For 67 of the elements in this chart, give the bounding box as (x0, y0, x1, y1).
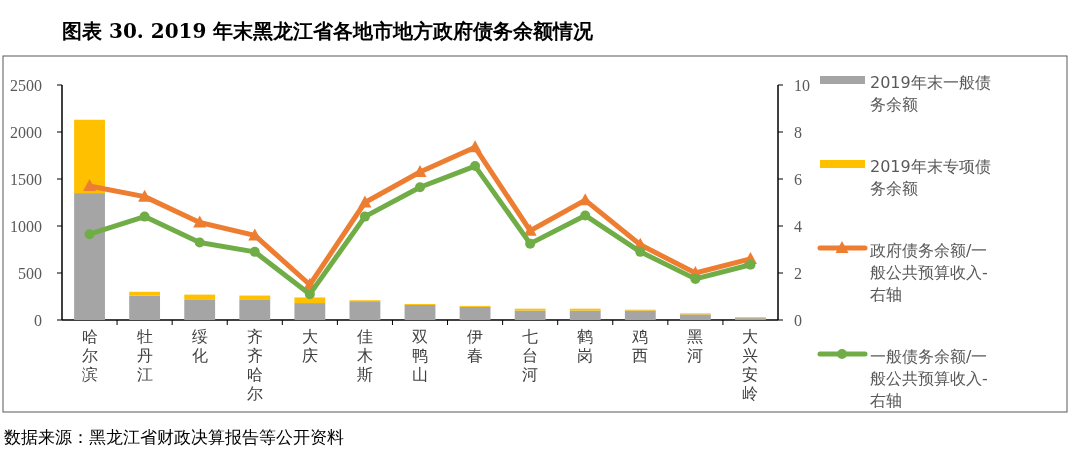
legend-label: 2019年末一般债务余额 (870, 73, 991, 114)
y-tick-label: 1500 (10, 171, 42, 188)
legend-label: 一般债务余额/一般公共预算收入-右轴 (870, 347, 988, 410)
bar (129, 291, 161, 296)
point (635, 246, 646, 257)
y2-tick-label: 6 (794, 171, 802, 188)
point (468, 140, 482, 153)
y2-tick-label: 4 (794, 218, 802, 235)
legend-label: 政府债务余额/一般公共预算收入-右轴 (870, 241, 988, 304)
y2-tick-label: 10 (794, 77, 810, 94)
x-tick-label: 鸡西 (631, 327, 649, 365)
x-tick-label: 佳木斯 (356, 327, 373, 384)
bar (184, 299, 216, 320)
y-tick-label: 0 (34, 312, 42, 329)
x-tick-label: 牡丹江 (136, 327, 153, 384)
bar (404, 304, 436, 320)
bar (569, 310, 601, 320)
y2-tick-label: 0 (794, 312, 802, 329)
bar (74, 119, 105, 194)
source-note: 数据来源：黑龙江省财政决算报告等公开资料 (4, 427, 344, 447)
bar (679, 314, 711, 320)
bar (459, 306, 491, 320)
point (690, 273, 701, 284)
chart-title: 图表 30. 2019 年末黑龙江省各地市地方政府债务余额情况 (62, 19, 595, 43)
point (470, 161, 481, 172)
y-tick-label: 500 (18, 265, 42, 282)
x-tick-label: 七台河 (522, 327, 539, 384)
y2-tick-label: 8 (794, 124, 802, 141)
point (578, 193, 592, 206)
point (84, 229, 95, 240)
legend-label: 2019年末专项债务余额 (870, 157, 991, 198)
x-tick-label: 鹤岗 (577, 327, 594, 365)
point (248, 228, 262, 241)
point (358, 195, 372, 208)
x-tick-label: 绥化 (191, 327, 208, 365)
y-tick-label: 2000 (10, 124, 42, 141)
point (580, 210, 591, 221)
point (304, 289, 315, 300)
bar (624, 310, 656, 320)
point (194, 237, 205, 248)
point (745, 259, 756, 270)
x-tick-label: 大兴安岭 (742, 327, 759, 403)
y-tick-label: 2500 (10, 77, 42, 94)
point (523, 223, 537, 236)
x-tick-label: 齐齐哈尔 (246, 327, 263, 403)
x-tick-label: 双鸭山 (412, 327, 428, 384)
bar (294, 297, 326, 304)
bar (239, 299, 271, 320)
x-tick-label: 伊春 (467, 327, 484, 365)
x-tick-label: 黑河 (687, 327, 704, 365)
point (249, 246, 260, 257)
point (359, 211, 370, 222)
point (193, 215, 207, 228)
y-tick-label: 1000 (10, 218, 42, 235)
bar (129, 295, 161, 320)
point (525, 238, 536, 249)
bar (349, 301, 381, 320)
point (138, 189, 152, 202)
point (415, 182, 425, 193)
bar (74, 193, 105, 320)
point (83, 179, 97, 192)
x-tick-label: 大庆 (301, 327, 318, 365)
y2-tick-label: 2 (794, 265, 802, 282)
bar (514, 310, 546, 320)
point (139, 211, 150, 222)
bar (294, 303, 326, 320)
x-tick-label: 哈尔滨 (81, 327, 98, 384)
